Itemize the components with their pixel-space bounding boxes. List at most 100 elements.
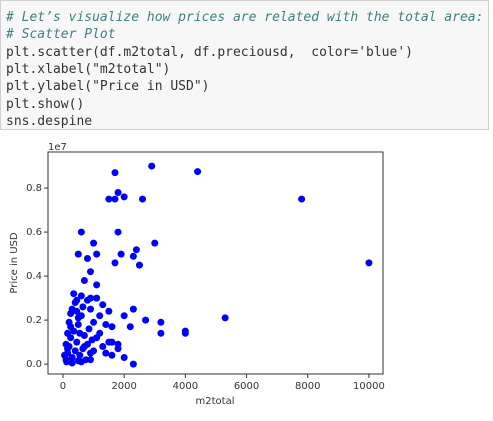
scatter-point: [120, 193, 128, 201]
scatter-point: [114, 228, 122, 236]
plot-frame: [47, 151, 384, 375]
code-line: plt.scatter(df.m2total, df.preciousd, co…: [6, 44, 413, 60]
code-line: # Let’s visualize how prices are related…: [6, 10, 484, 25]
y-tick-label: 0.2: [26, 315, 42, 326]
scatter-point: [194, 168, 202, 176]
scatter-point: [105, 307, 113, 315]
scatter-point: [108, 351, 116, 359]
scatter-point: [142, 316, 150, 324]
scatter-point: [76, 351, 84, 359]
scatter-point: [139, 195, 147, 203]
scatter-point: [108, 323, 116, 331]
code-cell[interactable]: # Let’s visualize how prices are related…: [0, 0, 489, 130]
scatter-point: [68, 353, 76, 361]
x-tick-label: 8000: [295, 381, 320, 392]
scatter-point: [157, 318, 165, 326]
scatter-point: [77, 358, 85, 366]
scatter-point: [114, 188, 122, 196]
scatter-point: [83, 254, 91, 262]
code-line: plt.ylabel("Price in USD"): [6, 79, 210, 95]
scatter-point: [80, 342, 88, 350]
y-axis-label: Price in USD: [9, 232, 20, 294]
scatter-point: [99, 342, 107, 350]
scatter-point: [63, 358, 71, 366]
scatter-point: [76, 329, 84, 337]
scatter-point: [129, 305, 137, 313]
scatter-point: [74, 250, 82, 258]
scatter-point: [151, 239, 159, 247]
scatter-point: [70, 290, 78, 298]
scatter-point: [102, 320, 110, 328]
scatter-point: [111, 169, 119, 177]
scatter-point: [96, 329, 104, 337]
scatter-point: [87, 356, 95, 364]
x-axis-label: m2total: [196, 396, 235, 407]
x-tick-label: 6000: [234, 381, 259, 392]
scatter-point: [83, 296, 91, 304]
scatter-point: [129, 360, 137, 368]
scatter-point: [71, 347, 79, 355]
scatter-point: [117, 250, 125, 258]
scatter-point: [120, 312, 128, 320]
scatter-point: [93, 281, 101, 289]
scatter-point: [85, 325, 93, 333]
y-tick-label: 0.4: [26, 271, 42, 282]
scatter-point: [111, 259, 119, 267]
scatter-point: [111, 195, 119, 203]
code-line: plt.xlabel("m2total"): [6, 61, 171, 77]
scatter-point: [77, 228, 85, 236]
scatter-point: [105, 195, 113, 203]
scatter-point: [80, 276, 88, 284]
scatter-point: [114, 340, 122, 348]
scatter-point: [64, 329, 72, 337]
scatter-point: [93, 294, 101, 302]
scatter-point: [135, 261, 143, 269]
scatter-point: [68, 359, 76, 367]
scatter-point: [67, 323, 75, 331]
scatter-point: [126, 323, 134, 331]
scatter-point: [73, 338, 81, 346]
scatter-point: [79, 303, 87, 311]
scatter-point: [90, 347, 98, 355]
scatter-point: [90, 318, 98, 326]
scatter-point: [87, 305, 95, 313]
scatter-point: [90, 239, 98, 247]
scatter-point: [88, 336, 96, 344]
scatter-point: [73, 307, 81, 315]
y-tick-label: 0.8: [26, 183, 42, 194]
scatter-point: [74, 314, 82, 322]
code-line: # Scatter Plot: [6, 27, 116, 43]
x-tick-label: 10000: [353, 381, 385, 392]
scatter-point: [67, 309, 75, 317]
scatter-point: [87, 268, 95, 276]
x-tick-label: 4000: [173, 381, 198, 392]
y-tick-label: 0.0: [26, 359, 42, 370]
scatter-point: [365, 259, 373, 267]
scatter-point: [61, 351, 69, 359]
scatter-point: [64, 345, 72, 353]
scatter-point: [132, 246, 140, 254]
x-tick-label: 0: [60, 381, 66, 392]
scatter-point: [74, 320, 82, 328]
scatter-point: [221, 314, 229, 322]
scatter-point: [129, 252, 137, 260]
y-tick-label: 0.6: [26, 227, 42, 238]
scatter-point: [105, 338, 113, 346]
code-line: plt.show(): [6, 96, 85, 112]
code-line: sns.despine: [6, 113, 93, 129]
scatter-point: [102, 349, 110, 357]
x-tick-label: 2000: [111, 381, 136, 392]
scatter-point: [77, 292, 85, 300]
scatter-point: [120, 353, 128, 361]
scatter-point: [73, 296, 81, 304]
scatter-point: [93, 250, 101, 258]
scatter-point: [99, 301, 107, 309]
scatter-point: [96, 312, 104, 320]
scatter-point: [157, 329, 165, 337]
y-offset-label: 1e7: [48, 142, 67, 153]
scatter-point: [181, 329, 189, 337]
scatter-point: [298, 195, 306, 203]
scatter-point: [148, 162, 156, 170]
